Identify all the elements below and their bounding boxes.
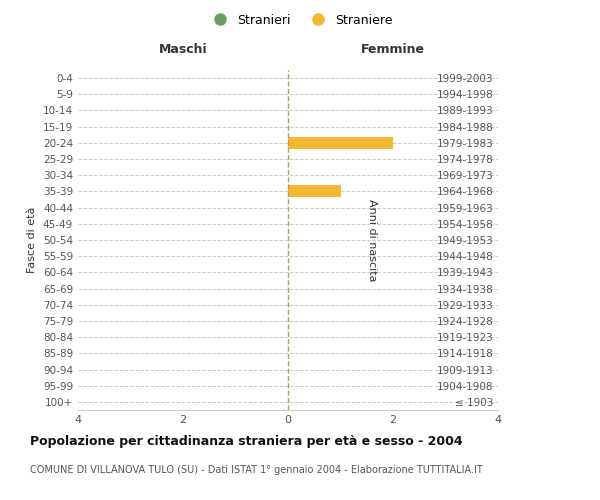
Bar xyxy=(288,137,393,149)
Text: Femmine: Femmine xyxy=(361,44,425,57)
Text: Popolazione per cittadinanza straniera per età e sesso - 2004: Popolazione per cittadinanza straniera p… xyxy=(30,435,463,448)
Y-axis label: Anni di nascita: Anni di nascita xyxy=(367,198,377,281)
Text: Maschi: Maschi xyxy=(158,44,208,57)
Legend: Stranieri, Straniere: Stranieri, Straniere xyxy=(202,8,398,32)
Text: COMUNE DI VILLANOVA TULO (SU) - Dati ISTAT 1° gennaio 2004 - Elaborazione TUTTIT: COMUNE DI VILLANOVA TULO (SU) - Dati IST… xyxy=(30,465,483,475)
Bar xyxy=(288,186,341,198)
Y-axis label: Fasce di età: Fasce di età xyxy=(28,207,37,273)
